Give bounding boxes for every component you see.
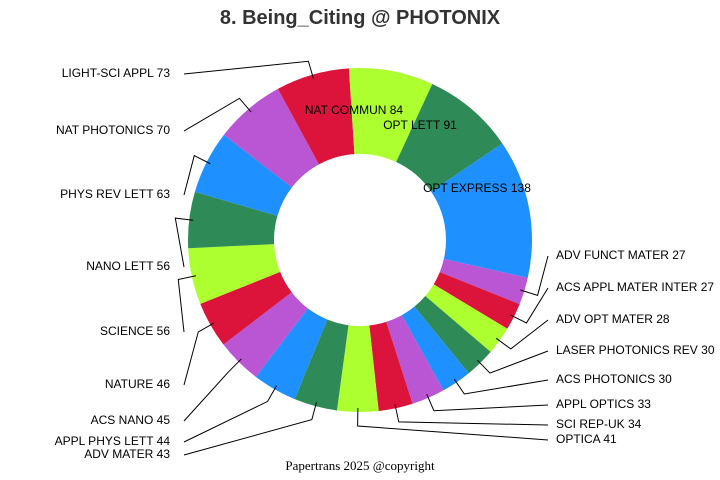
leader-line-phys-rev-lett: [183, 154, 211, 196]
slice-nano-lett: [188, 191, 278, 249]
slice-acs-appl-mater-inter: [433, 272, 520, 329]
label-acs-photonics: ACS PHOTONICS 30: [556, 372, 672, 386]
label-sci-rep-uk: SCI REP-UK 34: [556, 417, 642, 431]
label-appl-optics: APPL OPTICS 33: [556, 397, 651, 411]
label-science: SCIENCE 56: [100, 324, 170, 338]
label-laser-photonics-rev: LASER PHOTONICS REV 30: [556, 343, 715, 357]
label-nat-photonics: NAT PHOTONICS 70: [56, 123, 170, 137]
slice-acs-nano: [223, 292, 308, 377]
label-phys-rev-lett: PHYS REV LETT 63: [60, 187, 170, 201]
leader-line-appl-phys-lett: [183, 385, 277, 443]
leader-line-science: [177, 275, 196, 333]
chart-title: 8. Being_Citing @ PHOTONIX: [219, 7, 501, 29]
slice-science: [188, 244, 281, 304]
slice-light-sci-appl: [277, 68, 355, 165]
leader-line-nature: [183, 322, 215, 386]
copyright-footer: Papertrans 2025 @copyright: [285, 458, 435, 473]
label-appl-phys-lett: APPL PHYS LETT 44: [55, 434, 171, 448]
slice-nature: [200, 271, 292, 345]
label-adv-opt-mater: ADV OPT MATER 28: [556, 312, 670, 326]
slice-appl-optics: [386, 315, 444, 404]
slice-appl-phys-lett: [255, 308, 328, 400]
label-adv-funct-mater: ADV FUNCT MATER 27: [556, 248, 686, 262]
label-adv-mater: ADV MATER 43: [84, 447, 170, 461]
leader-line-nano-lett: [174, 217, 194, 268]
label-nat-commun: NAT COMMUN 84: [305, 103, 404, 117]
slice-adv-opt-mater: [425, 284, 508, 352]
slice-nat-commun: [348, 68, 433, 162]
leader-line-adv-opt-mater: [495, 319, 549, 350]
slice-opt-lett: [396, 83, 503, 192]
leader-line-light-sci-appl: [183, 60, 314, 79]
label-nature: NATURE 46: [105, 377, 170, 391]
slice-adv-funct-mater: [439, 258, 528, 305]
slice-optica: [336, 325, 379, 413]
label-light-sci-appl: LIGHT-SCI APPL 73: [62, 66, 171, 80]
leader-line-acs-photonics: [453, 378, 549, 395]
label-opt-lett: OPT LETT 91: [383, 118, 457, 132]
leader-line-laser-photonics-rev: [477, 350, 549, 374]
label-acs-nano: ACS NANO 45: [91, 413, 171, 427]
leader-line-nat-photonics: [183, 97, 252, 132]
slice-opt-express: [431, 143, 532, 278]
label-opt-express: OPT EXPRESS 138: [423, 181, 531, 195]
label-nano-lett: NANO LETT 56: [86, 259, 170, 273]
leader-line-appl-optics: [426, 393, 549, 412]
leader-line-adv-funct-mater: [520, 255, 549, 296]
label-optica: OPTICA 41: [556, 432, 617, 446]
leader-line-sci-rep-uk: [394, 404, 549, 426]
slice-nat-photonics: [223, 88, 319, 188]
slice-laser-photonics-rev: [414, 295, 491, 374]
leader-line-acs-nano: [183, 358, 242, 422]
leader-line-acs-appl-mater-inter: [510, 287, 549, 324]
leader-line-adv-mater: [183, 402, 317, 456]
slice-acs-photonics: [401, 306, 469, 391]
leader-line-optica: [357, 407, 549, 441]
slice-adv-mater: [294, 319, 349, 411]
label-acs-appl-mater-inter: ACS APPL MATER INTER 27: [556, 280, 714, 294]
slice-sci-rep-uk: [369, 321, 413, 411]
slice-phys-rev-lett: [194, 134, 292, 216]
